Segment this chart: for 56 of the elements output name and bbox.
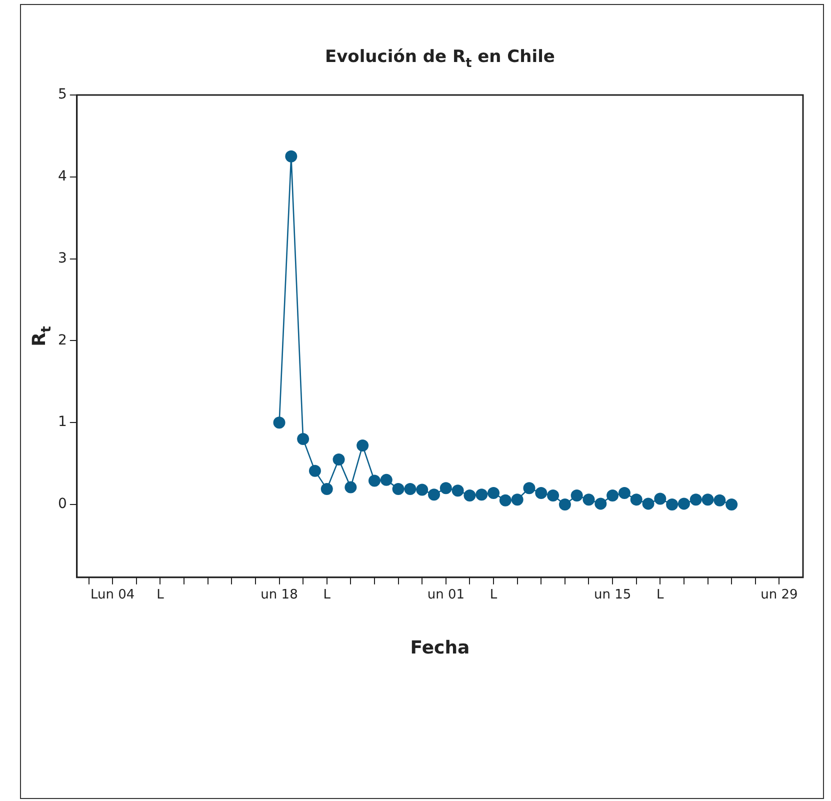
point <box>344 481 357 494</box>
point <box>558 498 571 511</box>
x-tick-label: un 18 <box>260 588 298 603</box>
point <box>594 498 607 510</box>
point <box>488 487 500 500</box>
point <box>476 488 488 501</box>
x-tick-label: L <box>156 588 165 603</box>
point <box>404 482 416 495</box>
point <box>308 464 321 477</box>
point <box>523 482 536 494</box>
x-tick-label: L <box>323 588 332 603</box>
y-tick-label: 3 <box>58 250 67 266</box>
point <box>392 482 404 495</box>
y-tick-label: 2 <box>58 332 67 348</box>
point <box>297 432 310 445</box>
point <box>464 490 476 502</box>
point <box>380 474 392 486</box>
point <box>690 494 702 506</box>
x-tick-label: L <box>656 588 665 603</box>
y-tick-label: 1 <box>58 414 67 430</box>
point <box>654 492 666 505</box>
point <box>511 494 524 506</box>
point <box>499 494 512 506</box>
point <box>630 494 642 506</box>
x-tick-label: un 15 <box>594 588 632 603</box>
point <box>678 498 690 510</box>
point <box>547 490 560 502</box>
point <box>666 498 678 511</box>
point <box>582 494 595 506</box>
point <box>726 498 738 511</box>
point <box>332 453 345 466</box>
point <box>320 482 333 495</box>
y-tick-label: 5 <box>58 86 67 103</box>
point <box>570 490 583 502</box>
point <box>606 490 619 502</box>
y-tick-label: 4 <box>58 168 67 185</box>
x-tick-label: un 29 <box>760 588 798 603</box>
point <box>368 474 380 487</box>
point <box>702 494 714 506</box>
point <box>452 484 464 497</box>
x-tick-label: Lun 04 <box>90 588 135 603</box>
point <box>714 494 726 506</box>
point <box>356 440 369 452</box>
point <box>285 150 298 162</box>
point <box>428 488 440 501</box>
x-axis-title: Fecha <box>410 637 470 658</box>
y-axis-title: Rt <box>29 325 54 346</box>
x-tick-label: L <box>490 588 498 603</box>
x-tick-label: un 01 <box>427 588 464 603</box>
point <box>642 498 654 510</box>
point <box>535 487 548 500</box>
point <box>416 484 428 496</box>
point <box>618 487 630 500</box>
point <box>273 416 286 429</box>
y-tick-label: 0 <box>58 496 67 512</box>
point <box>440 482 452 494</box>
